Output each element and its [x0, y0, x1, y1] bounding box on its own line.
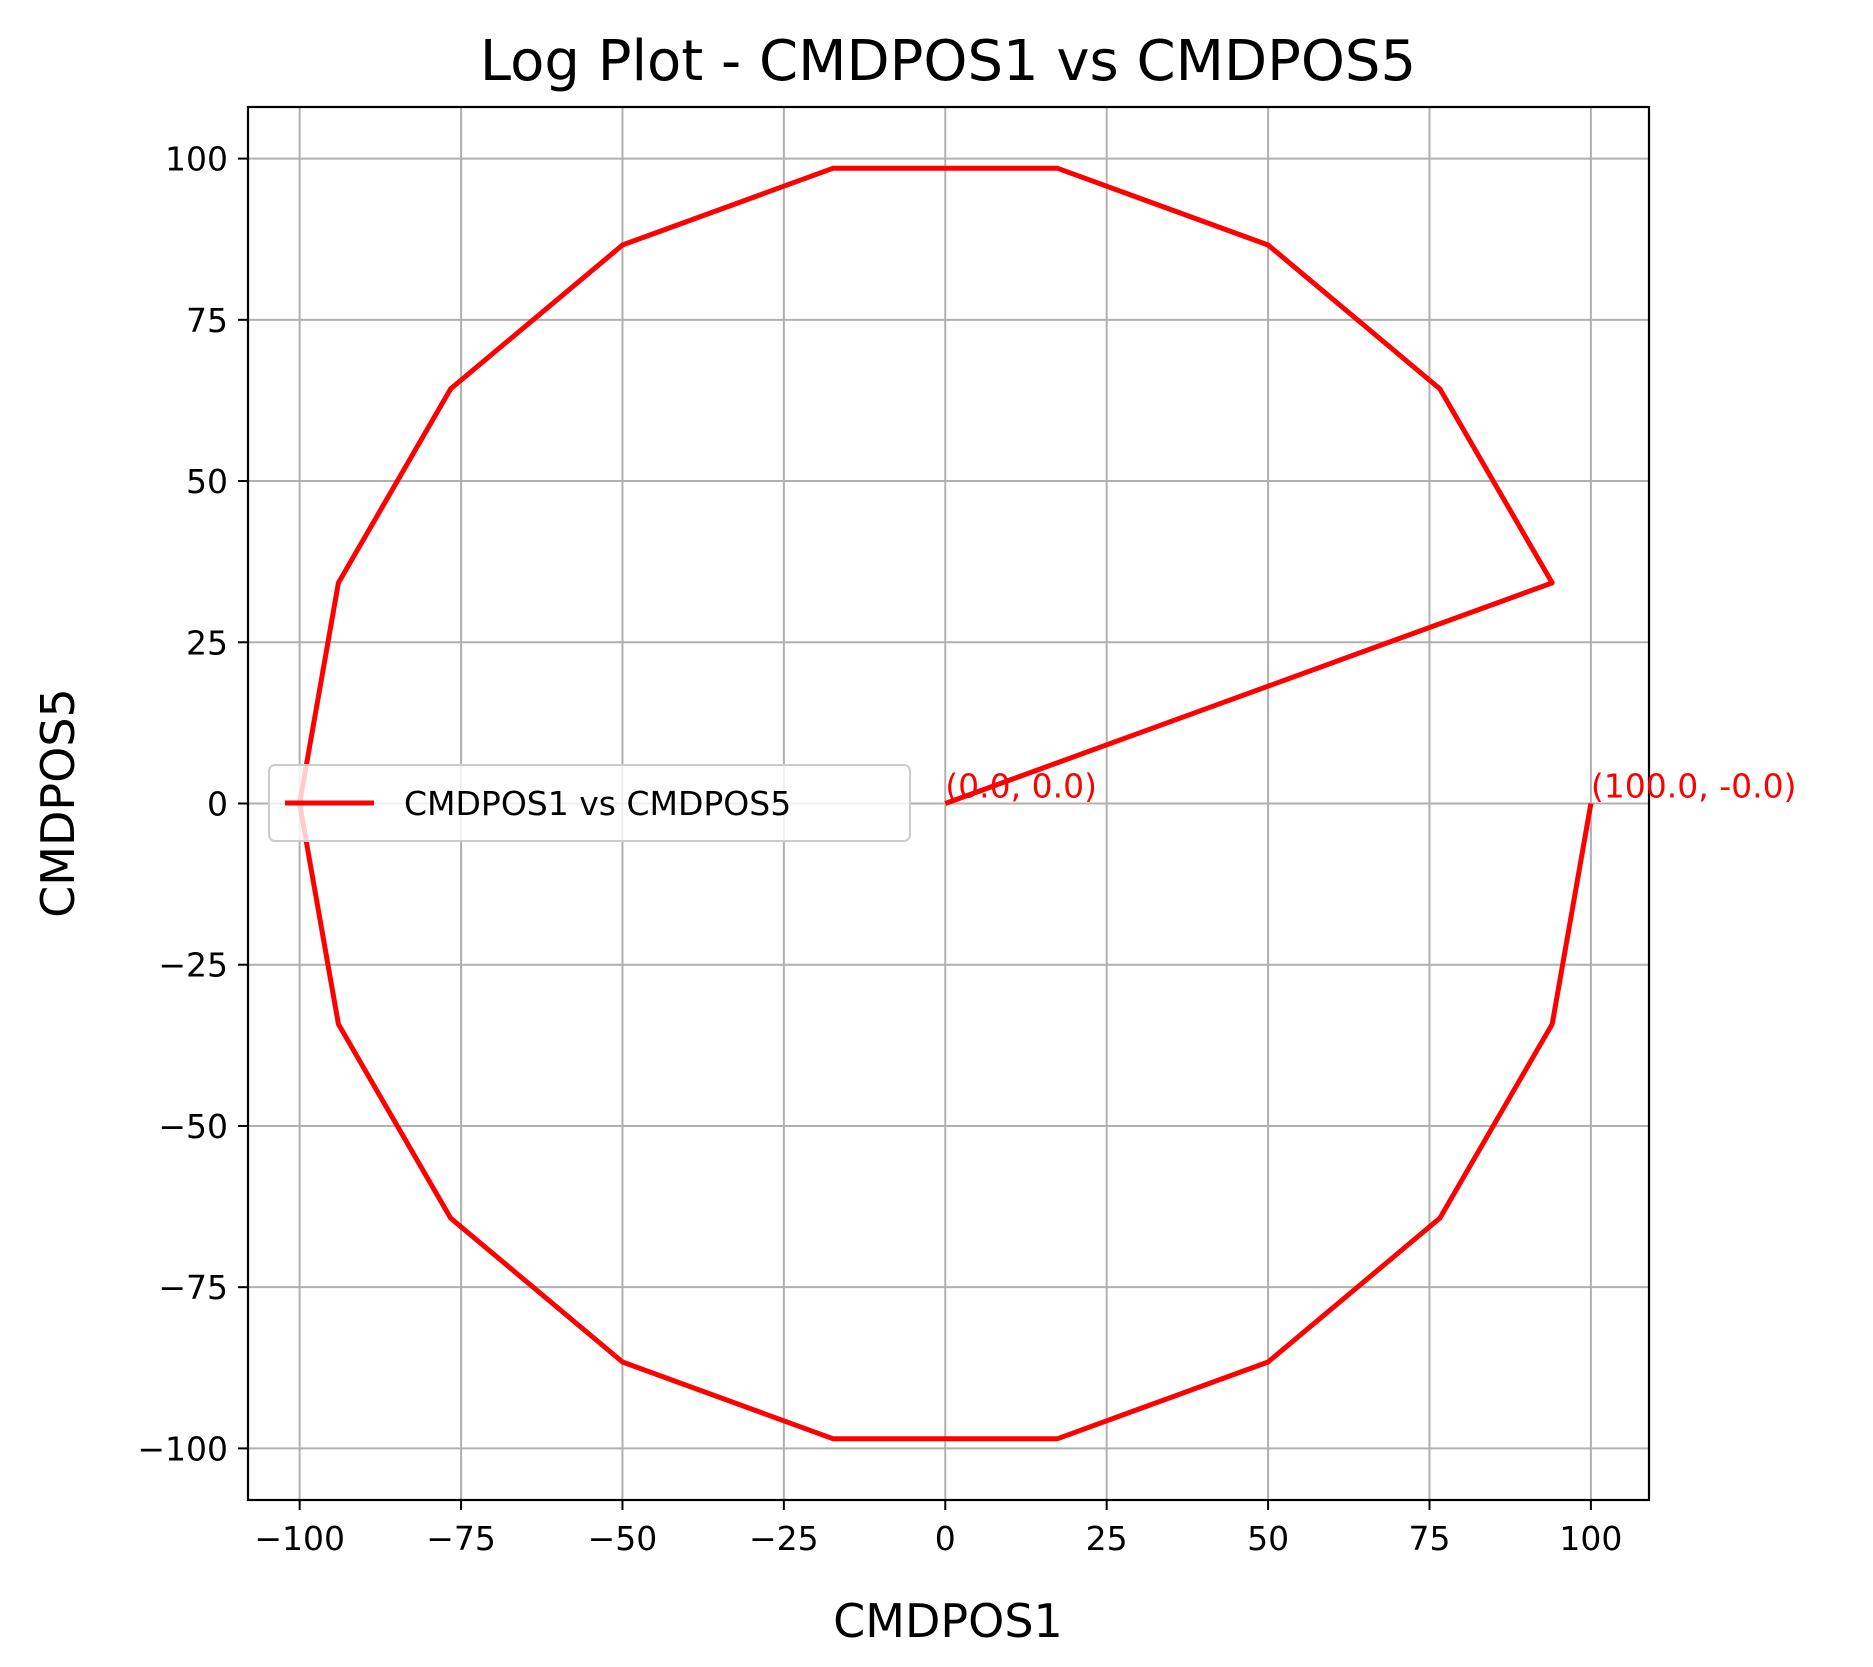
y-tick-label-8: 100 — [165, 140, 228, 179]
x-tick-label-2: −50 — [588, 1519, 658, 1558]
y-tick-label-3: −25 — [158, 946, 228, 985]
data-point-0-17 — [1550, 1022, 1555, 1027]
y-tick-label-1: −75 — [158, 1268, 228, 1307]
data-point-0-14 — [1055, 1436, 1060, 1441]
legend: CMDPOS1 vs CMDPOS5 — [268, 764, 911, 842]
legend-box — [268, 764, 911, 842]
y-tick-label-7: 75 — [186, 301, 228, 340]
data-point-0-5 — [830, 166, 835, 171]
annotations: (0.0, 0.0) (100.0, -0.0) — [945, 767, 1796, 806]
data-point-0-13 — [830, 1436, 835, 1441]
x-tick-label-4: 0 — [935, 1519, 956, 1558]
data-point-0-8 — [336, 580, 341, 585]
y-tick-label-4: 0 — [207, 785, 228, 824]
annotation-label-1: (100.0, -0.0) — [1591, 767, 1797, 806]
grid — [248, 107, 1649, 1500]
data-point-0-11 — [448, 1216, 453, 1221]
data-point-0-12 — [620, 1359, 625, 1364]
x-tick-label-3: −25 — [749, 1519, 819, 1558]
y-tick-label-5: 25 — [186, 623, 228, 662]
y-tick-label-0: −100 — [137, 1429, 228, 1468]
x-tick-label-6: 50 — [1247, 1519, 1289, 1558]
data-point-0-7 — [448, 386, 453, 391]
x-tick-label-1: −75 — [426, 1519, 496, 1558]
chart-title: Log Plot - CMDPOS1 vs CMDPOS5 — [480, 29, 1416, 94]
y-tick-label-6: 50 — [186, 462, 228, 501]
annotation-label-0: (0.0, 0.0) — [945, 767, 1097, 806]
data-point-0-3 — [1266, 243, 1271, 248]
data-point-0-2 — [1437, 386, 1442, 391]
legend-label: CMDPOS1 vs CMDPOS5 — [404, 784, 791, 823]
data-point-0-10 — [336, 1022, 341, 1027]
x-tick-label-5: 25 — [1086, 1519, 1128, 1558]
ticks: −100 −75 −50 −25 0 25 50 75 100 −100 −75 −50 −25 0 25 5… — [137, 140, 1622, 1558]
data-point-0-16 — [1437, 1216, 1442, 1221]
data-point-0-15 — [1266, 1359, 1271, 1364]
data-point-0-6 — [620, 243, 625, 248]
x-tick-label-7: 75 — [1408, 1519, 1450, 1558]
x-tick-label-0: −100 — [254, 1519, 345, 1558]
x-tick-label-8: 100 — [1559, 1519, 1622, 1558]
data-point-0-1 — [1550, 580, 1555, 585]
y-tick-label-2: −50 — [158, 1107, 228, 1146]
data-point-0-4 — [1055, 166, 1060, 171]
x-axis-title: CMDPOS1 — [833, 1594, 1063, 1648]
y-axis-title: CMDPOS5 — [31, 688, 85, 918]
